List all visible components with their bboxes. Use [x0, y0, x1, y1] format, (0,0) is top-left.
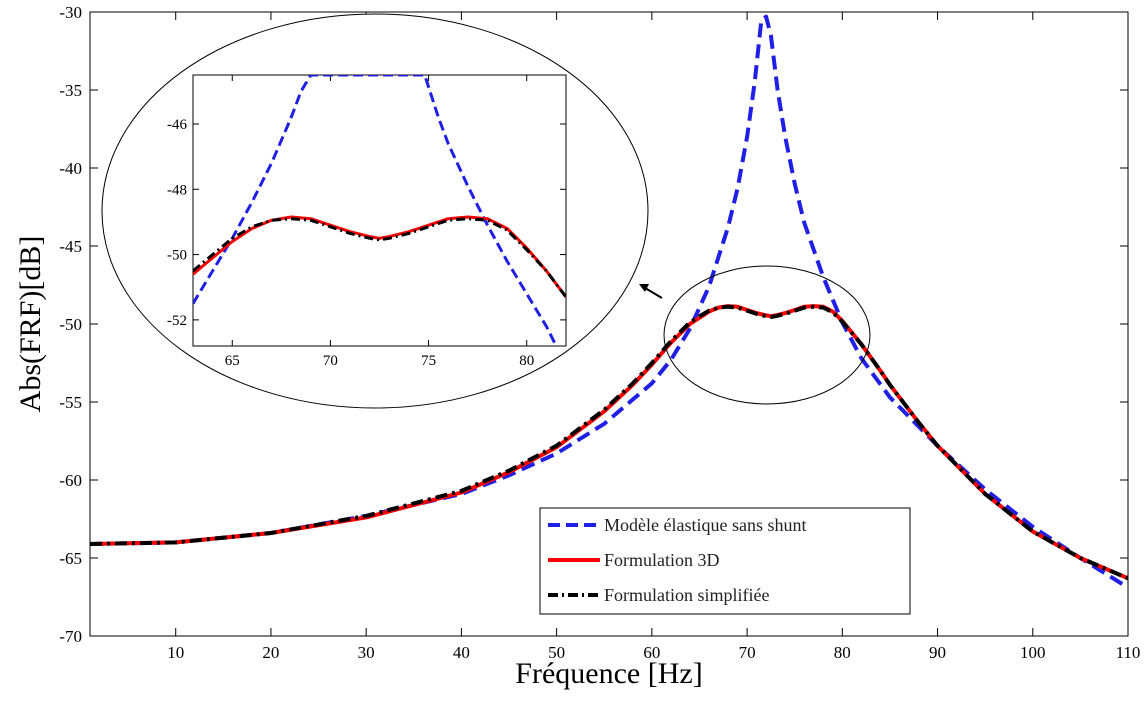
x-tick-label: 70: [739, 643, 756, 662]
legend-box: [539, 507, 911, 615]
main-plot-area: [90, 14, 1128, 590]
zoom-highlight-ellipse: [663, 265, 871, 405]
x-tick-label: 80: [834, 643, 851, 662]
inset-plot-area: [193, 75, 566, 346]
inset-x-tick-label: 80: [519, 353, 534, 369]
y-tick-label: -55: [59, 393, 82, 412]
x-tick-label: 30: [358, 643, 375, 662]
x-tick-label: 10: [167, 643, 184, 662]
inset-x-tick-label: 70: [323, 353, 338, 369]
inset-y-tick-label: -50: [167, 248, 187, 264]
y-tick-label: -30: [59, 3, 82, 22]
y-axis-title: Abs(FRF)[dB]: [14, 236, 47, 413]
inset-axis-ticks: 65 70 75 80 -46 -48 -50 -52: [167, 75, 566, 369]
y-tick-label: -40: [59, 159, 82, 178]
x-tick-label: 40: [453, 643, 470, 662]
legend-label-2: Formulation simplifiée: [604, 585, 769, 605]
series-line-2: [90, 304, 1128, 581]
x-tick-label: 90: [929, 643, 946, 662]
y-tick-label: -70: [59, 627, 82, 646]
x-tick-label: 100: [1020, 643, 1046, 662]
y-tick-label: -60: [59, 471, 82, 490]
x-axis-title: Fréquence [Hz]: [515, 657, 702, 690]
legend: Modèle élastique sans shunt Formulation …: [539, 507, 911, 615]
x-tick-label: 110: [1116, 643, 1141, 662]
inset-frame: [192, 74, 567, 347]
y-tick-label: -45: [59, 237, 82, 256]
zoom-arrow: [639, 284, 663, 299]
inset-series-line-2: [193, 217, 566, 298]
inset-x-tick-label: 65: [225, 353, 240, 369]
y-tick-label: -50: [59, 315, 82, 334]
x-tick-label: 50: [548, 643, 565, 662]
legend-label-1: Formulation 3D: [604, 550, 720, 570]
inset-y-tick-label: -46: [167, 117, 187, 133]
inset-y-tick-label: -48: [167, 182, 187, 198]
x-tick-label: 20: [262, 643, 279, 662]
inset-y-tick-label: -52: [167, 313, 187, 329]
inset-series-line-0: [193, 75, 558, 346]
y-tick-label: -65: [59, 549, 82, 568]
series-line-0: [90, 14, 1128, 590]
x-tick-label: 60: [643, 643, 660, 662]
legend-label-0: Modèle élastique sans shunt: [604, 515, 806, 535]
main-axis-ticks: 10 20 30 40 50 60 70 80 90 100 110 -70 -65 -60 -55 -50 -…: [59, 3, 1140, 662]
inset-x-tick-label: 75: [421, 353, 436, 369]
y-tick-label: -35: [59, 81, 82, 100]
